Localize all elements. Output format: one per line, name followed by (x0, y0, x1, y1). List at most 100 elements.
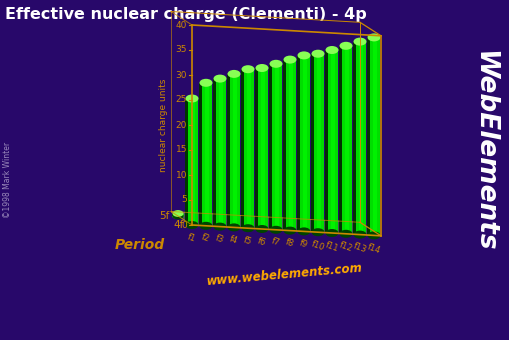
Ellipse shape (186, 214, 197, 220)
Text: 40: 40 (175, 20, 187, 30)
Ellipse shape (227, 70, 240, 78)
Ellipse shape (340, 223, 351, 228)
Polygon shape (242, 214, 244, 220)
Ellipse shape (186, 210, 197, 217)
Polygon shape (256, 214, 258, 221)
Text: f2: f2 (200, 233, 211, 244)
Polygon shape (312, 213, 314, 224)
Polygon shape (331, 213, 334, 225)
Polygon shape (230, 214, 239, 219)
Ellipse shape (340, 209, 351, 216)
Ellipse shape (255, 64, 268, 72)
Text: f11: f11 (324, 240, 339, 253)
Ellipse shape (340, 231, 351, 237)
Polygon shape (243, 69, 254, 228)
Text: ©1998 Mark Winter: ©1998 Mark Winter (4, 142, 13, 218)
Ellipse shape (298, 220, 309, 226)
Polygon shape (314, 213, 323, 224)
Ellipse shape (185, 95, 198, 102)
Polygon shape (339, 46, 341, 234)
Ellipse shape (297, 51, 310, 59)
Ellipse shape (186, 214, 197, 220)
Polygon shape (356, 212, 365, 226)
Polygon shape (367, 37, 369, 235)
Polygon shape (205, 214, 208, 218)
Text: 25: 25 (175, 96, 187, 104)
Text: WebElements: WebElements (470, 50, 496, 252)
Polygon shape (313, 54, 324, 232)
Ellipse shape (312, 221, 323, 227)
Polygon shape (272, 214, 281, 222)
Text: Effective nuclear charge (Clementi) - 4p: Effective nuclear charge (Clementi) - 4p (5, 7, 366, 22)
Ellipse shape (312, 229, 323, 235)
Ellipse shape (199, 222, 212, 230)
Ellipse shape (270, 218, 281, 225)
Ellipse shape (241, 224, 254, 232)
Polygon shape (328, 213, 337, 225)
Text: 10: 10 (175, 170, 187, 180)
Polygon shape (359, 41, 362, 235)
Text: f8: f8 (284, 238, 295, 249)
Polygon shape (325, 50, 327, 233)
Ellipse shape (312, 209, 323, 216)
Polygon shape (191, 99, 195, 225)
Ellipse shape (312, 221, 323, 227)
Ellipse shape (354, 209, 365, 216)
Polygon shape (202, 214, 211, 218)
Polygon shape (289, 59, 293, 231)
Polygon shape (233, 214, 236, 219)
Ellipse shape (325, 46, 338, 54)
Ellipse shape (213, 223, 226, 231)
Polygon shape (286, 214, 295, 222)
Polygon shape (213, 79, 215, 226)
Polygon shape (172, 214, 174, 216)
Text: nuclear charge units: nuclear charge units (159, 78, 168, 172)
Polygon shape (373, 37, 377, 235)
Polygon shape (233, 74, 237, 227)
Polygon shape (219, 79, 223, 226)
Ellipse shape (367, 233, 379, 238)
Polygon shape (174, 214, 183, 216)
Ellipse shape (340, 222, 351, 229)
Ellipse shape (270, 227, 281, 233)
Ellipse shape (186, 222, 197, 228)
Polygon shape (345, 46, 349, 234)
Polygon shape (215, 79, 226, 226)
Ellipse shape (172, 213, 183, 219)
Ellipse shape (255, 225, 268, 233)
Polygon shape (202, 83, 212, 226)
Ellipse shape (228, 216, 239, 222)
Polygon shape (359, 212, 362, 226)
Polygon shape (271, 64, 282, 230)
Ellipse shape (256, 217, 267, 224)
Ellipse shape (284, 219, 295, 225)
Polygon shape (258, 214, 267, 221)
Polygon shape (326, 213, 328, 225)
Polygon shape (303, 213, 306, 223)
Ellipse shape (354, 223, 365, 230)
Polygon shape (227, 74, 230, 227)
Polygon shape (228, 214, 230, 219)
Ellipse shape (200, 215, 211, 221)
Ellipse shape (326, 230, 337, 236)
Polygon shape (191, 213, 194, 217)
Ellipse shape (213, 74, 226, 83)
Polygon shape (355, 41, 366, 235)
Ellipse shape (284, 227, 295, 234)
Polygon shape (289, 214, 292, 222)
Ellipse shape (298, 228, 309, 234)
Ellipse shape (269, 60, 282, 68)
Polygon shape (275, 64, 279, 230)
Polygon shape (247, 214, 250, 220)
Ellipse shape (227, 223, 240, 232)
Ellipse shape (172, 212, 183, 219)
Ellipse shape (200, 210, 211, 217)
Ellipse shape (242, 225, 253, 231)
Text: f6: f6 (256, 236, 267, 247)
Ellipse shape (200, 223, 211, 229)
Polygon shape (241, 69, 243, 228)
Ellipse shape (242, 217, 253, 223)
Polygon shape (244, 214, 253, 220)
Polygon shape (187, 99, 198, 225)
Ellipse shape (270, 210, 281, 217)
